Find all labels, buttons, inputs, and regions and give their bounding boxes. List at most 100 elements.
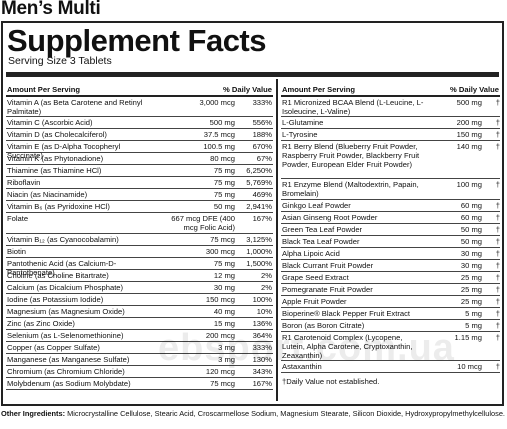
nutrient-amount: 40 mg [213, 307, 235, 316]
nutrient-dv: † [495, 261, 500, 270]
nutrient-name: Black Currant Fruit Powder [282, 261, 374, 270]
nutrient-dv: 188% [252, 130, 272, 139]
nutrient-amount: 75 mcg [210, 379, 235, 388]
nutrient-row: Niacin (as Niacinamide) 75 mg 469% [6, 189, 273, 201]
nutrient-dv: 130% [252, 355, 272, 364]
nutrient-name: Choline (as Choline Bitartrate) [7, 271, 109, 280]
nutrient-dv: 333% [252, 98, 272, 107]
nutrient-dv: 670% [252, 142, 272, 151]
nutrient-dv: 2% [261, 283, 272, 292]
nutrient-amount: 75 mg [213, 178, 235, 187]
nutrient-amount: 50 mg [213, 202, 235, 211]
nutrient-name: Iodine (as Potassium Iodide) [7, 295, 104, 304]
other-ingredients: Other Ingredients: Microcrystalline Cell… [1, 409, 506, 418]
nutrient-row: Vitamin B₁₂ (as Cyanocobalamin) 75 mcg 3,1… [6, 234, 273, 246]
nutrient-dv: 167% [252, 214, 272, 223]
dv-header: % Daily Value [223, 84, 272, 94]
nutrient-name: Vitamin E (as D-Alpha Tocopheryl Succina… [7, 142, 121, 160]
nutrient-amount: 60 mg [460, 213, 482, 222]
nutrient-row: Astaxanthin 10 mcg † [281, 361, 500, 373]
nutrient-amount: 3 mg [218, 355, 235, 364]
nutrient-name: R1 Enzyme Blend (Maltodextrin, Papain, B… [282, 180, 419, 198]
nutrient-name: L-Glutamine [282, 118, 324, 127]
nutrient-amount: 140 mg [456, 142, 482, 151]
dv-header: % Daily Value [450, 84, 499, 94]
nutrient-name: Asian Ginseng Root Powder [282, 213, 378, 222]
nutrient-amount: 12 mg [213, 271, 235, 280]
nutrient-dv: 364% [252, 331, 272, 340]
nutrient-amount: 75 mcg [210, 235, 235, 244]
nutrient-dv: 333% [252, 343, 272, 352]
nutrient-amount: 120 mcg [205, 367, 235, 376]
nutrient-name: Vitamin C (Ascorbic Acid) [7, 118, 93, 127]
nutrient-dv: † [495, 249, 500, 258]
nutrient-row: Black Currant Fruit Powder 30 mg † [281, 260, 500, 272]
nutrient-amount: 200 mcg [205, 331, 235, 340]
nutrient-dv: 10% [256, 307, 272, 316]
nutrient-amount: 50 mg [460, 225, 482, 234]
nutrient-dv: 343% [252, 367, 272, 376]
nutrient-name: Vitamin B₁₂ (as Cyanocobalamin) [7, 235, 119, 244]
nutrient-amount: 80 mcg [210, 154, 235, 163]
nutrient-dv: 5,769% [246, 178, 272, 187]
other-label: Other Ingredients: [1, 409, 66, 418]
nutrient-row: L-Tyrosine 150 mg † [281, 129, 500, 141]
nutrient-row: Vitamin C (Ascorbic Acid) 500 mg 556% [6, 117, 273, 129]
right-header: Amount Per Serving % Daily Value [281, 83, 500, 97]
nutrient-row: Selenium (as L-Selenomethionine) 200 mcg 3… [6, 330, 273, 342]
nutrient-name: Molybdenum (as Sodium Molybdate) [7, 379, 131, 388]
nutrient-amount: 500 mg [209, 118, 235, 127]
nutrient-dv: 2% [261, 271, 272, 280]
nutrient-row: Vitamin B₆ (as Pyridoxine HCl) 50 mg 2,941… [6, 201, 273, 213]
nutrient-name: R1 Carotenoid Complex (Lycopene, Lutein,… [282, 333, 413, 360]
nutrient-amount: 60 mg [460, 201, 482, 210]
nutrient-name: Green Tea Leaf Powder [282, 225, 363, 234]
nutrient-amount: 5 mg [465, 321, 482, 330]
nutrient-row: Vitamin A (as Beta Carotene and Retinyl … [6, 97, 273, 117]
right-column: Amount Per Serving % Daily Value R1 Micr… [281, 83, 500, 386]
nutrient-name: R1 Berry Blend (Blueberry Fruit Powder, … [282, 142, 420, 169]
nutrient-name: Zinc (as Zinc Oxide) [7, 319, 75, 328]
nutrient-name: Biotin [7, 247, 26, 256]
nutrient-row: Ginkgo Leaf Powder 60 mg † [281, 200, 500, 212]
nutrient-row: Iodine (as Potassium Iodide) 150 mcg 100% [6, 294, 273, 306]
nutrient-row: Alpha Lipoic Acid 30 mg † [281, 248, 500, 260]
nutrient-row: Magnesium (as Magnesium Oxide) 40 mg 10% [6, 306, 273, 318]
nutrient-amount: 37.5 mcg [203, 130, 235, 139]
nutrient-name: Thiamine (as Thiamine HCl) [7, 166, 102, 175]
nutrient-name: Astaxanthin [282, 362, 322, 371]
nutrient-name: Riboflavin [7, 178, 41, 187]
nutrient-row: Chromium (as Chromium Chloride) 120 mcg 34… [6, 366, 273, 378]
nutrient-dv: † [495, 118, 500, 127]
nutrient-amount: 150 mg [456, 130, 482, 139]
nutrient-name: R1 Micronized BCAA Blend (L-Leucine, L-I… [282, 98, 424, 116]
nutrient-amount: 5 mg [465, 309, 482, 318]
nutrient-row: Manganese (as Manganese Sulfate) 3 mg 130% [6, 354, 273, 366]
nutrient-name: Boron (as Boron Citrate) [282, 321, 365, 330]
nutrient-row: Copper (as Copper Sulfate) 3 mg 333% [6, 342, 273, 354]
nutrient-dv: † [495, 142, 500, 151]
amount-header: Amount Per Serving [7, 84, 80, 94]
nutrient-amount: 300 mcg [205, 247, 235, 256]
nutrient-amount: 75 mg [213, 259, 235, 268]
nutrient-amount: 100 mg [456, 180, 482, 189]
other-text: Microcrystalline Cellulose, Stearic Acid… [65, 409, 505, 418]
nutrient-amount: 30 mg [460, 261, 482, 270]
nutrient-name: Alpha Lipoic Acid [282, 249, 340, 258]
nutrient-amount: 25 mg [460, 285, 482, 294]
nutrient-row: Pantothenic Acid (as Calcium-D-Pantothen… [6, 258, 273, 277]
nutrient-row: Asian Ginseng Root Powder 60 mg † [281, 212, 500, 224]
nutrient-row: Calcium (as Dicalcium Phosphate) 30 mg 2% [6, 282, 273, 294]
nutrient-row: Thiamine (as Thiamine HCl) 75 mg 6,250% [6, 165, 273, 177]
nutrient-amount: 30 mg [213, 283, 235, 292]
nutrient-amount: 50 mg [460, 237, 482, 246]
nutrient-amount: 25 mg [460, 273, 482, 282]
nutrient-amount: 1.15 mg [454, 333, 482, 342]
nutrient-row: Choline (as Choline Bitartrate) 12 mg 2% [6, 270, 273, 282]
nutrient-name: Grape Seed Extract [282, 273, 349, 282]
nutrient-name: Pantothenic Acid (as Calcium-D-Pantothen… [7, 259, 117, 277]
nutrient-name: Pomegranate Fruit Powder [282, 285, 373, 294]
nutrient-amount: 75 mg [213, 166, 235, 175]
nutrient-row: Grape Seed Extract 25 mg † [281, 272, 500, 284]
